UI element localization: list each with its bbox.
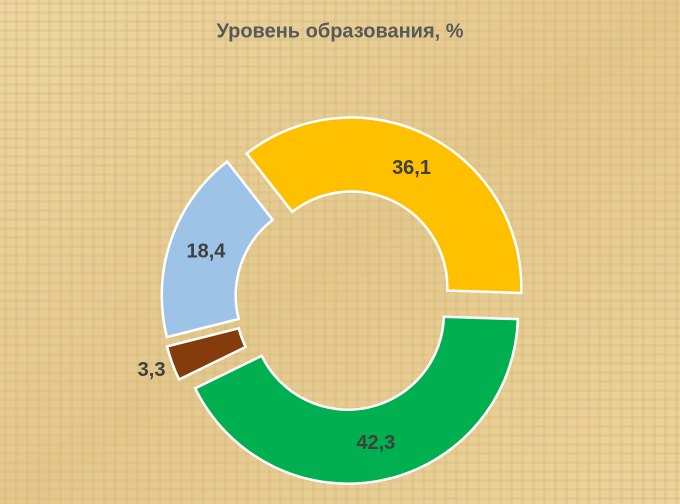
donut-slice <box>165 326 248 382</box>
data-label: 36,1 <box>392 157 431 179</box>
data-label: 18,4 <box>186 241 226 263</box>
donut-slice <box>244 116 523 295</box>
data-label: 42,3 <box>356 432 395 454</box>
data-label: 3,3 <box>138 359 166 381</box>
donut-slice <box>160 159 275 339</box>
donut-slice <box>193 315 520 485</box>
chart-title: Уровень образования, % <box>216 20 463 42</box>
